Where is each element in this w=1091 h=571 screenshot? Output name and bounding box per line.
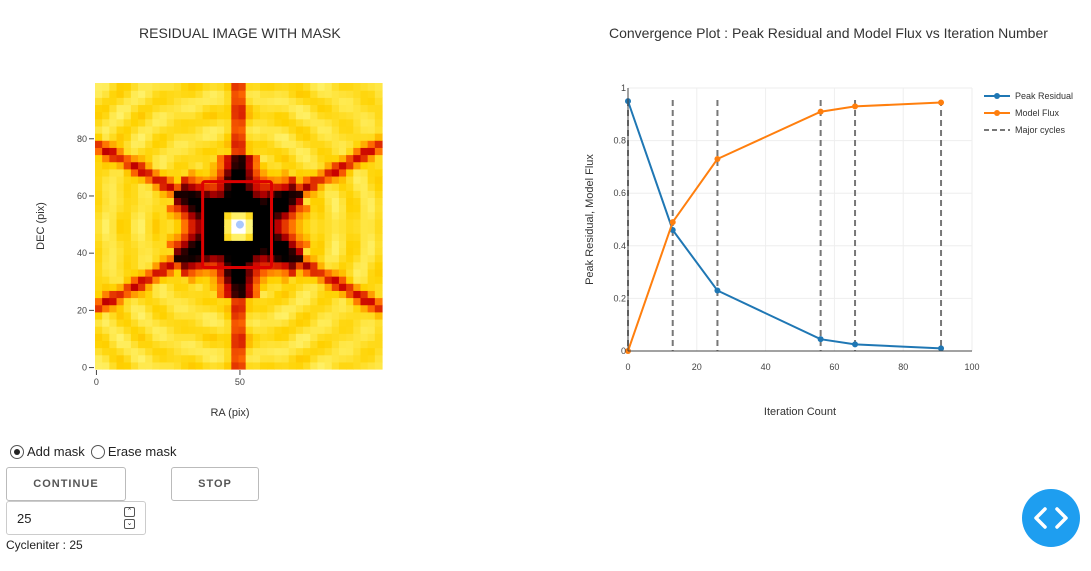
legend-marker — [994, 93, 1000, 99]
residual-image-xlabel: RA (pix) — [210, 407, 249, 419]
stop-button[interactable]: STOP — [171, 467, 259, 501]
series-point-0 — [852, 341, 859, 348]
y-tick-label: 0 — [82, 363, 87, 373]
convergence-legend[interactable]: Peak Residual Model Flux Major cycles — [984, 91, 1073, 135]
y-tick-label: 0.8 — [613, 136, 626, 146]
chevron-down-icon[interactable]: ⌄ — [124, 519, 135, 529]
x-tick-label: 60 — [829, 362, 839, 372]
series-line-0 — [627, 100, 942, 350]
series-line-1 — [627, 101, 942, 352]
legend-label: Model Flux — [1015, 108, 1060, 118]
y-tick-label: 0 — [621, 346, 626, 356]
cycleniter-input[interactable]: 25 ⌃ ⌄ — [6, 501, 146, 535]
legend-marker — [994, 110, 1000, 116]
residual-image-title: RESIDUAL IMAGE WITH MASK — [139, 25, 341, 41]
cycleniter-value[interactable]: 25 — [17, 511, 32, 526]
legend-label: Peak Residual — [1015, 91, 1073, 101]
y-tick-label: 0.2 — [613, 293, 626, 303]
series-point-0 — [938, 345, 945, 352]
mask-box[interactable] — [201, 180, 274, 269]
chevron-up-icon[interactable]: ⌃ — [124, 507, 135, 517]
y-tick-label: 80 — [77, 134, 87, 144]
series-point-1 — [714, 156, 721, 163]
continue-button[interactable]: CONTINUE — [6, 467, 126, 501]
y-tick-label: 40 — [77, 248, 87, 258]
x-tick-label: 0 — [94, 377, 99, 387]
convergence-plot-title: Convergence Plot : Peak Residual and Mod… — [609, 25, 1048, 41]
x-tick-label: 80 — [898, 362, 908, 372]
series-point-0 — [714, 287, 721, 294]
residual-heatmap[interactable] — [95, 83, 383, 370]
erase-mask-radio[interactable] — [90, 444, 105, 459]
residual-image-plot: 0 20 40 60 80 0 50 RA (pix) DEC (pix) — [35, 83, 383, 419]
mask-mode-radio-group: Add mask Erase mask — [10, 444, 182, 459]
x-tick-label: 20 — [692, 362, 702, 372]
y-tick-label: 60 — [77, 191, 87, 201]
y-tick-label: 0.4 — [613, 241, 626, 251]
add-mask-radio[interactable] — [10, 444, 24, 459]
y-tick-label: 1 — [621, 83, 626, 93]
x-tick-label: 40 — [761, 362, 771, 372]
erase-mask-label[interactable]: Erase mask — [107, 444, 177, 459]
convergence-axes: 0 0.2 0.4 0.6 0.8 1 0 20 40 60 80 100 — [613, 83, 979, 372]
y-tick-label: 20 — [77, 305, 87, 315]
series-point-0 — [817, 336, 824, 343]
y-tick-label: 0.6 — [613, 188, 626, 198]
x-tick-label: 100 — [964, 362, 979, 372]
series-point-1 — [852, 103, 859, 110]
code-brackets-icon[interactable] — [1022, 489, 1080, 547]
peak-pixel — [235, 220, 244, 229]
convergence-grid — [627, 87, 973, 352]
major-cycles-lines — [627, 100, 943, 351]
series-point-1 — [817, 108, 824, 115]
x-tick-label: 0 — [625, 362, 630, 372]
x-tick-label: 50 — [235, 377, 245, 387]
add-mask-label[interactable]: Add mask — [27, 444, 85, 459]
cycleniter-status: Cycleniter : 25 — [6, 538, 83, 552]
residual-image-axes: 0 20 40 60 80 0 50 — [77, 134, 245, 387]
convergence-series — [625, 98, 945, 354]
convergence-xlabel: Iteration Count — [764, 406, 836, 418]
series-point-1 — [669, 219, 676, 226]
series-point-1 — [938, 99, 945, 106]
convergence-ylabel: Peak Residual, Model Flux — [584, 154, 596, 285]
convergence-plot: 0 0.2 0.4 0.6 0.8 1 0 20 40 60 80 100 Peak Residual… — [584, 83, 1073, 418]
legend-label: Major cycles — [1015, 125, 1066, 135]
residual-image-ylabel: DEC (pix) — [35, 202, 47, 250]
